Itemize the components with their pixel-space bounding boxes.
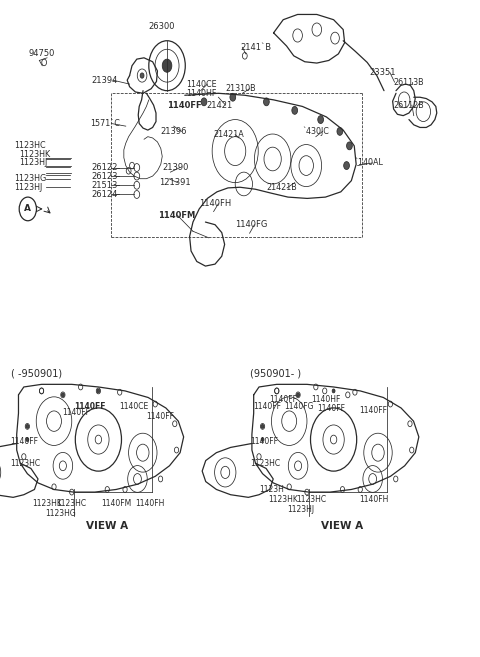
Circle shape: [201, 98, 207, 106]
Text: 1140FF: 1140FF: [253, 401, 281, 411]
Circle shape: [162, 59, 172, 72]
Text: 21390: 21390: [162, 163, 189, 172]
Text: 1123HK: 1123HK: [268, 495, 298, 504]
Text: 94750: 94750: [29, 49, 55, 58]
Circle shape: [337, 127, 343, 135]
Text: 1140CE: 1140CE: [119, 401, 148, 411]
Circle shape: [292, 106, 298, 114]
Circle shape: [318, 116, 324, 124]
Text: A: A: [24, 204, 31, 214]
Circle shape: [344, 162, 349, 170]
Text: 1140FG: 1140FG: [284, 401, 313, 411]
Text: (950901- ): (950901- ): [250, 368, 301, 378]
Text: 21513: 21513: [91, 181, 118, 190]
Text: 1123HK: 1123HK: [33, 499, 62, 509]
Text: 1123HJ: 1123HJ: [14, 183, 43, 192]
Text: VIEW A: VIEW A: [86, 520, 129, 531]
Text: 1123HG: 1123HG: [14, 174, 47, 183]
Text: 26123: 26123: [91, 171, 118, 181]
Text: 21421A: 21421A: [214, 130, 244, 139]
Text: 21396: 21396: [161, 127, 187, 136]
Circle shape: [332, 389, 335, 393]
Text: 1140FF: 1140FF: [251, 437, 278, 446]
Text: `140AL: `140AL: [354, 158, 383, 168]
Text: 1123HC: 1123HC: [57, 499, 87, 509]
Text: 26113B: 26113B: [394, 78, 424, 87]
Circle shape: [261, 438, 264, 442]
Text: 1123HC: 1123HC: [251, 459, 281, 468]
Text: 1140FF: 1140FF: [74, 401, 106, 411]
Text: 1140FH: 1140FH: [359, 495, 388, 504]
Text: 121391: 121391: [159, 178, 191, 187]
Text: 1140HF: 1140HF: [311, 395, 340, 404]
Text: 23351: 23351: [370, 68, 396, 77]
Text: 1123HC: 1123HC: [14, 141, 46, 150]
Circle shape: [140, 73, 144, 78]
Text: 26122: 26122: [91, 163, 118, 172]
Text: 1140FH: 1140FH: [135, 499, 165, 509]
Text: 1140FF: 1140FF: [146, 412, 174, 421]
Text: 1140FF: 1140FF: [167, 101, 202, 110]
Text: 1123HJ: 1123HJ: [287, 505, 314, 514]
Text: 21421: 21421: [206, 101, 233, 110]
Text: 21394: 21394: [91, 76, 118, 85]
Text: 26300: 26300: [149, 22, 175, 31]
Text: VIEW A: VIEW A: [321, 520, 363, 531]
Text: 1140FM: 1140FM: [101, 499, 131, 509]
Text: 1140FF: 1140FF: [11, 437, 38, 446]
Text: 21310B: 21310B: [226, 84, 256, 93]
Text: 1140FF: 1140FF: [359, 406, 387, 415]
Circle shape: [26, 424, 29, 428]
Text: 21421B: 21421B: [266, 183, 297, 193]
Circle shape: [61, 393, 64, 397]
Text: 2141`B: 2141`B: [240, 43, 271, 52]
Text: `430JC: `430JC: [302, 127, 329, 136]
Text: 1140FF: 1140FF: [317, 404, 345, 413]
Text: 26112B: 26112B: [394, 101, 424, 110]
Text: 1140HF: 1140HF: [186, 89, 216, 98]
Text: 1123HJ: 1123HJ: [19, 158, 48, 167]
Text: 1123HC: 1123HC: [297, 495, 327, 504]
Text: ( -950901): ( -950901): [11, 368, 62, 378]
Text: 1123HC: 1123HC: [11, 459, 41, 468]
Circle shape: [264, 98, 269, 106]
Text: 1140FH: 1140FH: [199, 199, 231, 208]
Circle shape: [230, 93, 236, 101]
Text: 1123HG: 1123HG: [46, 509, 76, 518]
Text: 1140FF: 1140FF: [62, 408, 90, 417]
Circle shape: [97, 389, 100, 393]
Text: 1123HK: 1123HK: [19, 150, 50, 159]
Text: 1140FM: 1140FM: [158, 211, 196, 220]
Circle shape: [26, 438, 29, 442]
Text: 1140CE: 1140CE: [186, 79, 217, 89]
Circle shape: [261, 424, 264, 428]
Text: 1571`C: 1571`C: [90, 119, 120, 128]
Text: 1123H: 1123H: [259, 485, 284, 494]
Text: 26124: 26124: [91, 190, 118, 199]
Circle shape: [347, 142, 352, 150]
Text: 1140FF: 1140FF: [269, 395, 297, 404]
Text: 1140FG: 1140FG: [235, 220, 267, 229]
Circle shape: [297, 393, 300, 397]
